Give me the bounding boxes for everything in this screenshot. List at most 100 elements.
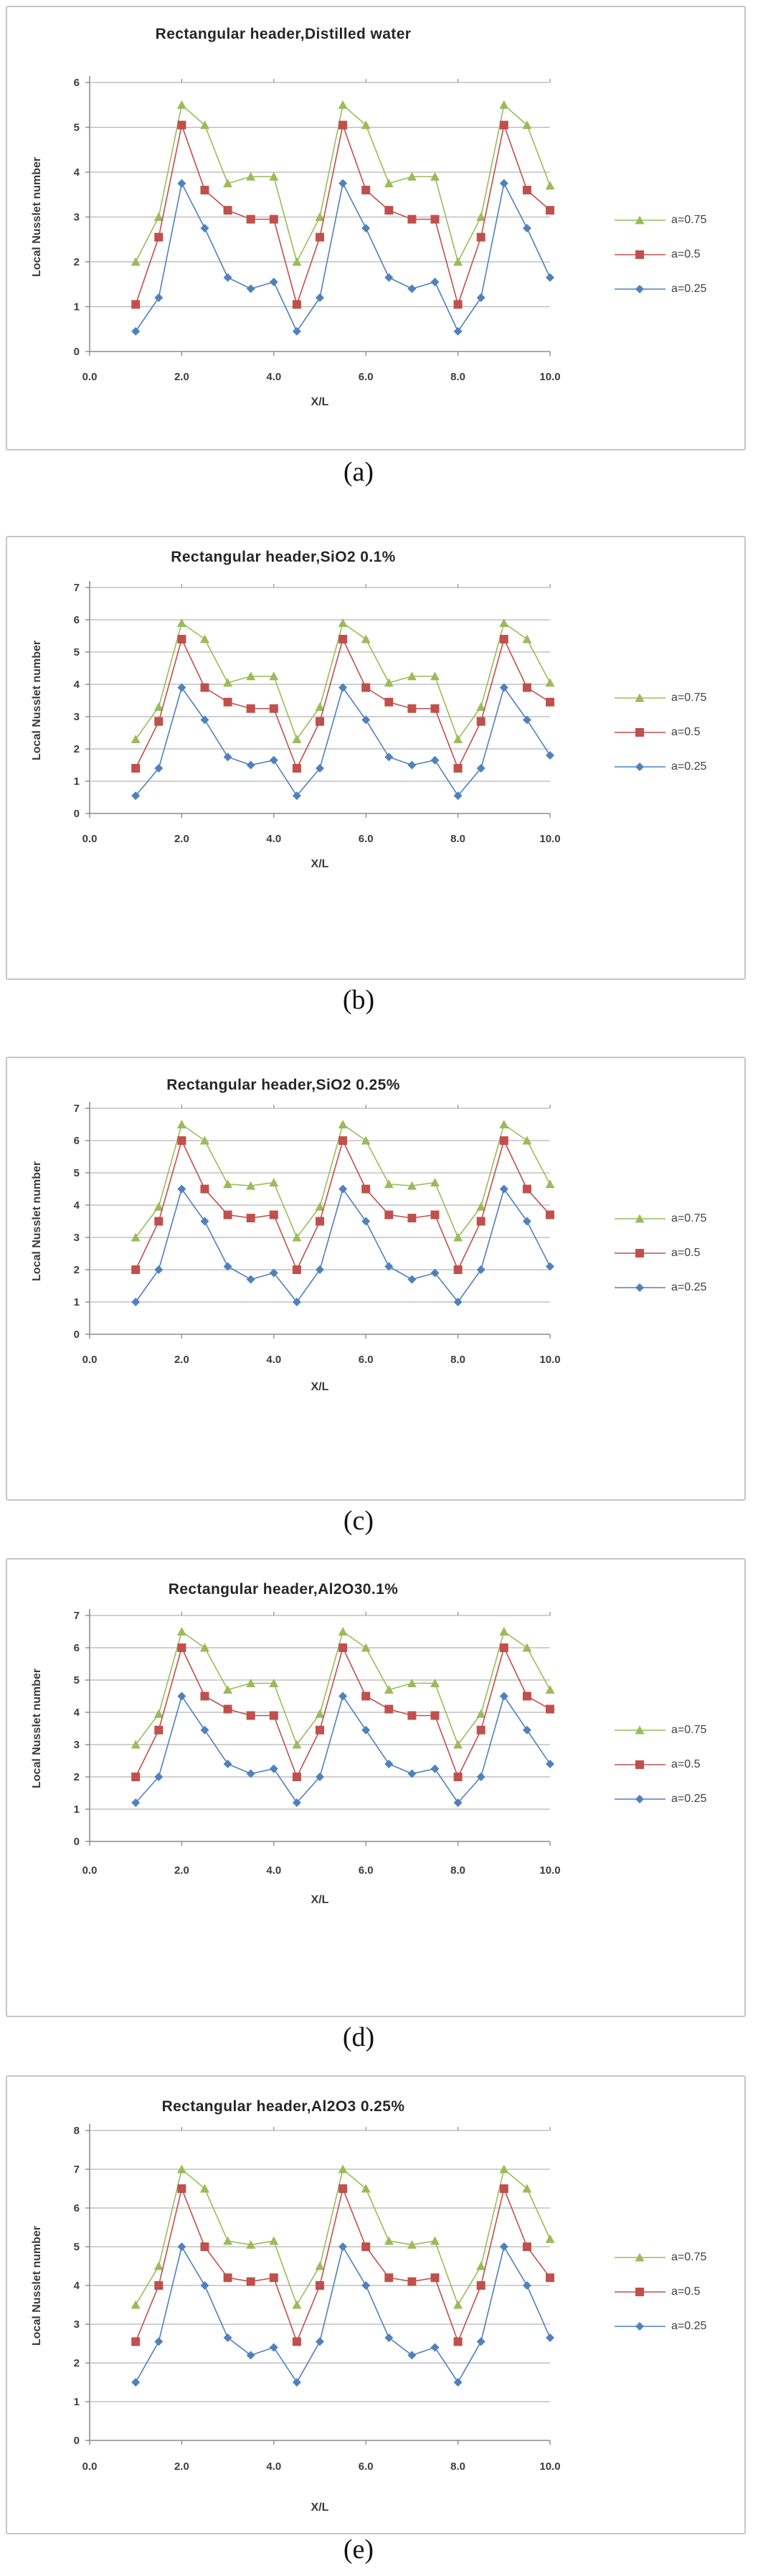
triangle-marker [453,2300,463,2309]
x-tick-label: 4.0 [266,1354,281,1366]
diamond-marker [430,1268,440,1278]
diamond-marker [246,2351,255,2360]
y-tick-label: 2 [74,1264,80,1276]
triangle-marker [545,678,555,687]
square-marker [131,300,141,309]
square-marker [635,1760,644,1769]
x-tick-label: 8.0 [450,1354,465,1366]
x-tick-label: 2.0 [174,2461,189,2473]
triangle-marker [246,171,256,181]
square-marker [476,717,485,726]
legend-entry: a=0.5 [613,1246,746,1260]
legend-entry: a=0.5 [613,1758,746,1772]
y-tick-label: 4 [74,679,80,691]
x-tick-label: 4.0 [266,371,281,383]
triangle-marker [476,1709,486,1718]
triangle-marker [176,100,186,109]
chart-legend: a=0.75 a=0.5 a=0.25 [613,2250,746,2354]
chart-title: Rectangular header,SiO2 0.25% [166,1077,400,1093]
x-tick-label: 8.0 [450,2461,465,2473]
x-tick-label: 2.0 [174,833,189,845]
diamond-marker [316,2337,324,2346]
diamond-marker [430,755,440,765]
diamond-marker [177,2242,186,2251]
legend-entry: a=0.5 [613,2285,746,2299]
legend-label: a=0.5 [671,726,701,738]
square-marker [635,1249,644,1258]
square-marker [316,2281,324,2290]
figure-panel-d: Rectangular header,Al2O30.1% Local Nussl… [6,1558,746,2017]
x-axis-title: X/L [311,858,329,870]
square-marker [407,1711,417,1720]
legend-entry: a=0.25 [613,760,746,774]
legend-marker-icon [615,2288,665,2296]
x-tick-label: 6.0 [359,371,374,383]
diamond-marker [361,224,371,233]
square-marker [338,1643,348,1652]
diamond-marker [223,1262,232,1271]
square-marker [269,704,278,713]
x-tick-label: 6.0 [359,1354,374,1366]
square-marker [316,232,324,242]
triangle-marker [407,671,417,681]
diamond-marker [499,2242,508,2251]
x-tick-label: 8.0 [450,833,465,845]
panel-caption: (d) [342,2022,375,2052]
diamond-marker [269,1268,278,1278]
triangle-marker [522,634,532,643]
legend-marker-icon [615,1760,665,1769]
triangle-marker [338,1627,348,1636]
diamond-marker [338,2242,348,2251]
diamond-marker [407,284,417,293]
diamond-marker [200,1217,209,1226]
x-tick-label: 4.0 [266,1864,281,1877]
triangle-marker [453,1740,463,1749]
y-tick-label: 1 [74,2396,80,2408]
x-axis-title: X/L [311,396,329,408]
y-tick-label: 0 [74,1836,80,1848]
triangle-marker [361,1643,371,1652]
square-marker [407,214,417,224]
x-axis-title: X/L [311,2501,329,2514]
triangle-marker [635,1725,645,1735]
diamond-marker [338,179,348,188]
y-tick-label: 7 [74,582,80,594]
series-line [135,1187,551,1303]
triangle-marker [269,1679,279,1687]
square-marker [499,1643,508,1652]
square-marker [430,2273,440,2283]
x-tick-label: 0.0 [82,2461,98,2473]
square-marker [635,250,644,259]
square-marker [522,1184,531,1194]
y-tick-label: 5 [74,1674,80,1686]
diamond-marker [361,2281,371,2290]
triangle-marker [269,1178,279,1186]
panel-caption: (e) [343,2534,374,2565]
legend-label: a=0.75 [671,1212,707,1225]
triangle-marker [522,1136,532,1145]
triangle-marker [453,257,463,266]
legend-label: a=0.25 [671,760,707,773]
triangle-marker [292,1740,302,1749]
diamond-marker [246,760,255,770]
diamond-marker [154,1265,164,1274]
square-marker [453,764,463,773]
square-marker [407,704,417,713]
y-tick-label: 0 [74,346,80,358]
triangle-marker [315,1709,325,1718]
x-tick-label: 4.0 [266,2461,281,2473]
diamond-marker [499,179,508,188]
triangle-marker [407,1181,417,1190]
x-axis-title: X/L [311,1381,329,1393]
x-tick-label: 10.0 [539,371,560,383]
y-tick-label: 5 [74,2241,80,2253]
plot-area: 0 1 2 3 4 5 6 0.0 2.0 4.0 6.0 8.0 10.0 [74,76,561,383]
diamond-marker [292,791,301,801]
square-marker [154,1725,164,1735]
diamond-marker [131,326,141,336]
triangle-marker [499,100,509,109]
triangle-marker [430,1679,440,1687]
chart-title: Rectangular header,Al2O3 0.25% [161,2098,405,2115]
triangle-marker [476,212,486,221]
square-marker [546,206,554,215]
